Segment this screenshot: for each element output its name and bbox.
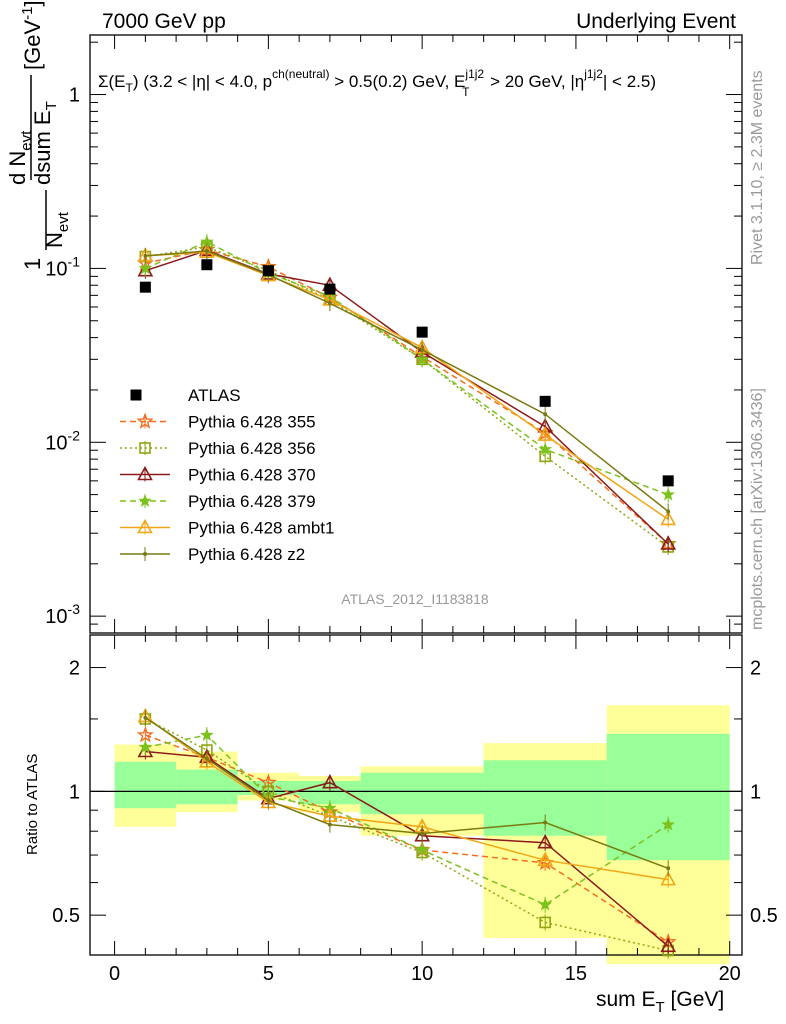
main-ylabel: 1 Nevt d Nevt dsum ET [GeV-1] [5, 0, 72, 270]
ratio-band-inner [360, 772, 484, 815]
legend-label-370: Pythia 6.428 370 [188, 466, 316, 485]
ratio-y-tick-label-right: 0.5 [750, 905, 778, 927]
legend-marker-379 [138, 493, 152, 507]
ratio-marker-ambt1 [660, 870, 677, 886]
main-marker-ATLAS [416, 326, 428, 338]
ratio-band-inner [176, 769, 238, 805]
main-marker-ATLAS [201, 259, 213, 271]
legend-marker-355 [136, 412, 154, 429]
main-marker-379 [138, 261, 153, 275]
main-marker-ATLAS [324, 283, 336, 295]
svg-text:dsum ET: dsum ET [30, 101, 60, 185]
legend-marker-ambt1 [137, 518, 153, 534]
ratio-y-tick-label: 0.5 [52, 905, 80, 927]
legend-label-z2: Pythia 6.428 z2 [188, 545, 305, 564]
ratio-marker-356 [539, 916, 551, 929]
x-tick-label: 0 [109, 963, 120, 985]
ratio-marker-z2 [666, 866, 671, 871]
ratio-marker-z2 [327, 822, 332, 827]
main-y-tick-label: 1 [69, 85, 80, 107]
ratio-frame [89, 634, 743, 956]
legend-marker-370 [137, 465, 153, 481]
ratio-marker-370 [660, 937, 677, 953]
header-left: 7000 GeV pp [102, 10, 226, 33]
ratio-marker-z2 [420, 831, 425, 836]
main-marker-ATLAS [539, 395, 551, 407]
x-axis-title: sum ET [GeV] [596, 988, 724, 1016]
main-marker-379 [538, 442, 552, 456]
legend-label-355: Pythia 6.428 355 [188, 413, 316, 432]
ratio-marker-379 [138, 740, 153, 754]
ratio-marker-z2 [204, 756, 209, 761]
legend-marker-z2 [143, 552, 147, 556]
main-y-tick-label: 10-2 [45, 427, 80, 454]
legend-marker-ATLAS [130, 389, 142, 401]
svg-text:1: 1 [20, 258, 45, 270]
legend-marker-356 [139, 442, 151, 454]
ratio-y-tick-label-right: 2 [750, 658, 761, 680]
legend-label-379: Pythia 6.428 379 [188, 492, 316, 511]
main-marker-379 [415, 352, 430, 366]
ratio-marker-379 [200, 727, 214, 741]
x-tick-label: 15 [565, 963, 587, 985]
ratio-marker-379 [661, 817, 675, 831]
ratio-marker-355 [136, 726, 154, 743]
header-right: Underlying Event [576, 10, 736, 33]
main-frame [89, 34, 743, 634]
main-marker-370 [660, 535, 677, 550]
main-marker-379 [661, 487, 675, 501]
main-marker-ATLAS [662, 475, 674, 487]
main-marker-z2 [420, 347, 425, 352]
main-marker-ATLAS [139, 281, 151, 293]
main-title: Σ(ET) (3.2 < |η| < 4.0, pch(neutral) > 0… [98, 67, 656, 99]
ratio-marker-370 [537, 834, 554, 849]
ratio-y-tick-label: 1 [69, 781, 80, 803]
main-marker-z2 [204, 248, 209, 253]
main-y-tick-label: 10-3 [45, 601, 80, 628]
main-marker-ambt1 [537, 426, 554, 441]
legend-label-356: Pythia 6.428 356 [188, 439, 316, 458]
main-marker-ATLAS [262, 265, 274, 277]
ratio-marker-379 [415, 842, 430, 856]
ratio-y-tick-label-right: 1 [750, 781, 761, 803]
x-tick-label: 5 [263, 963, 274, 985]
side-label-rivet: Rivet 3.1.10, ≥ 2.3M events [749, 70, 766, 265]
ratio-marker-379 [538, 897, 552, 911]
ratio-marker-z2 [266, 798, 271, 803]
analysis-label: ATLAS_2012_I1183818 [341, 591, 489, 607]
legend-label-ATLAS: ATLAS [188, 386, 241, 405]
ratio-band-inner [606, 733, 730, 861]
ratio-y-tick-label: 2 [69, 658, 80, 680]
main-y-tick-label: 10-1 [45, 253, 80, 280]
x-tick-label: 20 [719, 963, 741, 985]
ratio-ylabel: Ratio to ATLAS [24, 754, 41, 855]
ratio-marker-ambt1 [537, 851, 554, 867]
legend-label-ambt1: Pythia 6.428 ambt1 [188, 519, 334, 538]
ratio-marker-z2 [143, 715, 148, 720]
svg-text:[GeV-1]: [GeV-1] [19, 0, 45, 70]
main-marker-ambt1 [660, 510, 677, 526]
ratio-marker-370 [322, 773, 338, 789]
main-marker-z2 [543, 412, 548, 417]
main-marker-z2 [327, 301, 332, 306]
main-marker-z2 [666, 509, 671, 514]
main-marker-z2 [143, 253, 148, 258]
side-label-mcplots: mcplots.cern.ch [arXiv:1306.3436] [749, 388, 766, 630]
ratio-marker-z2 [543, 820, 548, 825]
ratio-band-inner [114, 761, 177, 809]
x-tick-label: 10 [411, 963, 433, 985]
